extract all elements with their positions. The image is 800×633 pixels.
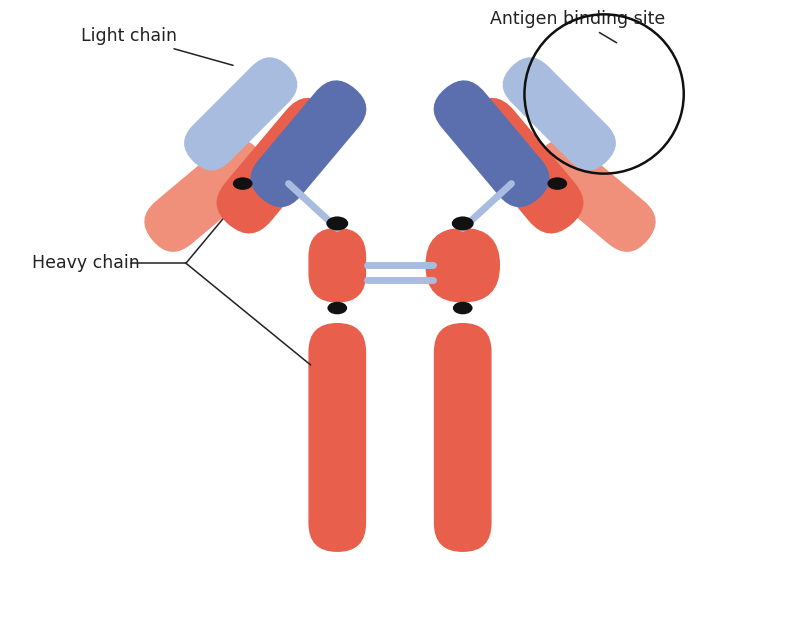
Ellipse shape bbox=[233, 177, 253, 190]
Ellipse shape bbox=[547, 177, 567, 190]
Text: Light chain: Light chain bbox=[82, 27, 233, 65]
FancyBboxPatch shape bbox=[426, 228, 500, 303]
Text: Heavy chain: Heavy chain bbox=[32, 254, 139, 272]
Ellipse shape bbox=[327, 302, 347, 315]
Ellipse shape bbox=[452, 216, 474, 230]
Ellipse shape bbox=[453, 302, 473, 315]
Text: Antigen binding site: Antigen binding site bbox=[490, 10, 665, 43]
FancyBboxPatch shape bbox=[184, 57, 298, 170]
FancyBboxPatch shape bbox=[434, 323, 491, 552]
FancyBboxPatch shape bbox=[144, 139, 267, 252]
Ellipse shape bbox=[326, 216, 348, 230]
FancyBboxPatch shape bbox=[217, 97, 341, 234]
FancyBboxPatch shape bbox=[533, 139, 656, 252]
FancyBboxPatch shape bbox=[309, 228, 366, 303]
FancyBboxPatch shape bbox=[434, 80, 550, 207]
FancyBboxPatch shape bbox=[502, 57, 616, 170]
FancyBboxPatch shape bbox=[459, 97, 583, 234]
FancyBboxPatch shape bbox=[250, 80, 366, 207]
FancyBboxPatch shape bbox=[309, 323, 366, 552]
